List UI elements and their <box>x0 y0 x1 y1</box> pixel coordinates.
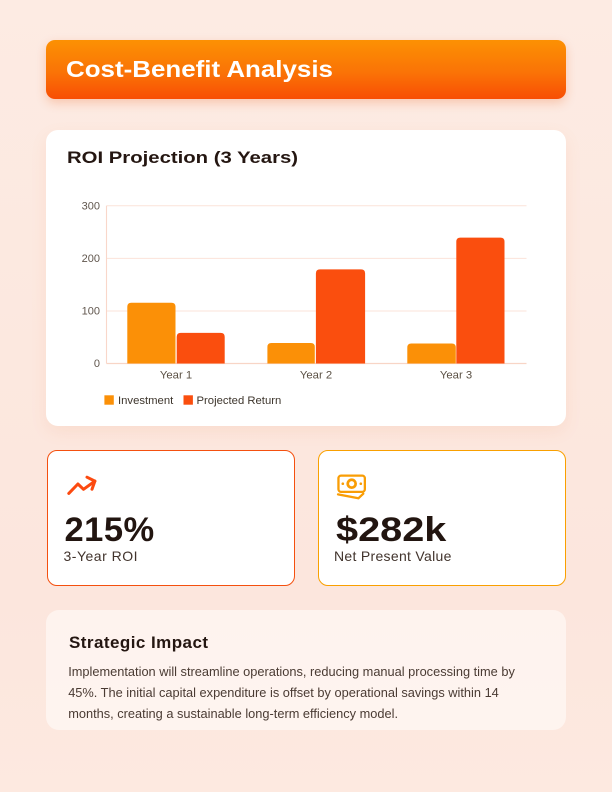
svg-text:Year 2: Year 2 <box>300 370 332 382</box>
svg-text:100: 100 <box>82 306 100 318</box>
svg-text:Projected Return: Projected Return <box>197 395 282 407</box>
svg-text:Investment: Investment <box>118 395 174 407</box>
svg-text:300: 300 <box>82 201 100 213</box>
svg-text:Year 1: Year 1 <box>160 370 192 382</box>
svg-text:Year 3: Year 3 <box>440 370 472 382</box>
svg-text:200: 200 <box>82 253 100 265</box>
svg-text:0: 0 <box>94 358 100 370</box>
